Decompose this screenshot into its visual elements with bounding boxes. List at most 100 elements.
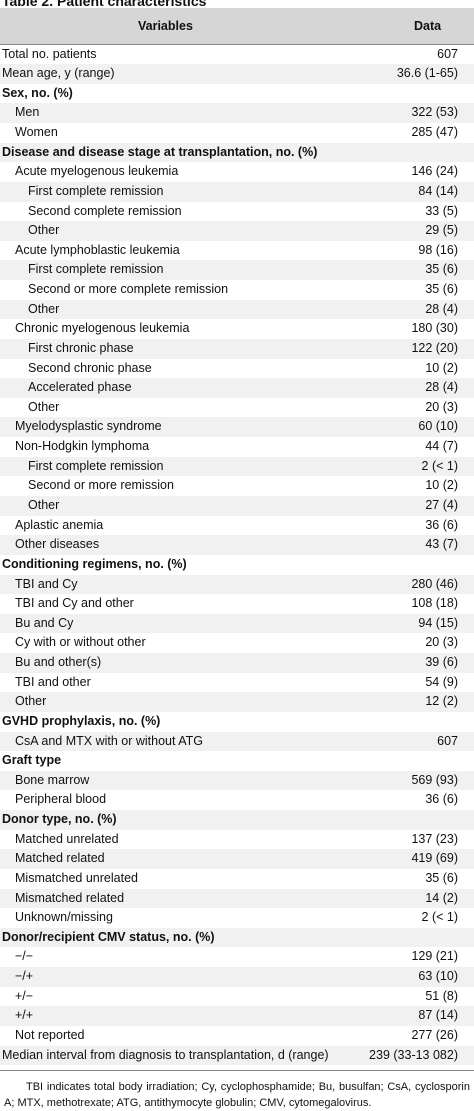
row-label: Matched related [15, 851, 105, 866]
row-data: 14 (2) [425, 890, 458, 905]
row-label: −/+ [15, 969, 34, 984]
row-label: CsA and MTX with or without ATG [15, 733, 204, 748]
row-data: 285 (47) [411, 125, 458, 140]
row-label: Sex, no. (%) [2, 85, 73, 100]
table-row: CsA and MTX with or without ATG 607 [0, 731, 474, 752]
row-label: Acute lymphoblastic leukemia [15, 242, 180, 257]
row-label: Disease and disease stage at transplanta… [2, 144, 318, 159]
row-label: Women [15, 125, 58, 140]
row-label: Accelerated phase [28, 380, 132, 395]
row-label: Conditioning regimens, no. (%) [2, 556, 187, 571]
table-row: Other 27 (4) [0, 495, 474, 516]
row-label: Acute myelogenous leukemia [15, 164, 179, 179]
table-row: Bu and Cy 94 (15) [0, 613, 474, 634]
table-header: Variables Data [0, 8, 474, 45]
row-label: Unknown/missing [15, 910, 113, 925]
row-label: Other diseases [15, 537, 100, 552]
row-label: Other [28, 399, 60, 414]
row-data: 10 (2) [425, 360, 458, 375]
row-label: Other [28, 497, 60, 512]
row-label: GVHD prophylaxis, no. (%) [2, 713, 161, 728]
table-row: TBI and Cy and other 108 (18) [0, 594, 474, 614]
row-label: Mean age, y (range) [2, 66, 115, 81]
table-row: Total no. patients 607 [0, 45, 474, 65]
footnote: TBI indicates total body irradiation; Cy… [0, 1070, 474, 1111]
row-label: −/− [15, 949, 34, 964]
table-row: Conditioning regimens, no. (%) [0, 555, 474, 575]
row-label: Second or more remission [28, 478, 174, 493]
row-data: 87 (14) [418, 1008, 458, 1023]
table-row: Peripheral blood 36 (6) [0, 790, 474, 810]
table-row: Other diseases 43 (7) [0, 535, 474, 555]
table-row: Donor/recipient CMV status, no. (%) [0, 927, 474, 948]
table-row: Cy with or without other 20 (3) [0, 633, 474, 653]
table-row: Acute lymphoblastic leukemia 98 (16) [0, 241, 474, 261]
table-row: Mismatched related 14 (2) [0, 888, 474, 909]
row-label: Total no. patients [2, 46, 97, 61]
table-row: +/+ 87 (14) [0, 1006, 474, 1026]
row-label: TBI and other [15, 674, 91, 689]
header-cell: Data [414, 19, 442, 33]
row-data: 94 (15) [418, 615, 458, 630]
row-label: Cy with or without other [15, 635, 146, 650]
row-data: 146 (24) [411, 164, 458, 179]
row-data: 607 [437, 733, 458, 748]
table-row: Chronic myelogenous leukemia 180 (30) [0, 319, 474, 339]
row-data: 20 (3) [425, 399, 458, 414]
table-row: Second or more complete remission 35 (6) [0, 280, 474, 300]
row-data: 239 (33-13 082) [369, 1047, 458, 1062]
row-label: First chronic phase [28, 340, 134, 355]
row-data: 419 (69) [411, 851, 458, 866]
row-label: Aplastic anemia [15, 517, 104, 532]
row-label: Other [15, 694, 47, 709]
table-row: First complete remission 84 (14) [0, 181, 474, 202]
row-data: 36 (6) [425, 792, 458, 807]
table-row: Other 20 (3) [0, 398, 474, 418]
row-data: 122 (20) [411, 340, 458, 355]
row-data: 36 (6) [425, 517, 458, 532]
table-row: TBI and Cy 280 (46) [0, 574, 474, 595]
table-row: Disease and disease stage at transplanta… [0, 142, 474, 163]
table-row: GVHD prophylaxis, no. (%) [0, 712, 474, 732]
row-data: 12 (2) [425, 694, 458, 709]
row-label: Donor/recipient CMV status, no. (%) [2, 929, 215, 944]
table-row: Other 28 (4) [0, 299, 474, 320]
row-label: Peripheral blood [15, 792, 107, 807]
table-row: Second complete remission 33 (5) [0, 202, 474, 222]
row-label: Not reported [15, 1028, 85, 1042]
row-label: Bu and Cy [15, 615, 74, 630]
row-data: 10 (2) [425, 478, 458, 493]
row-label: TBI and Cy [15, 576, 78, 591]
row-label: Median interval from diagnosis to transp… [2, 1047, 329, 1062]
row-label: Second or more complete remission [28, 282, 229, 297]
row-label: Donor type, no. (%) [2, 812, 117, 827]
row-data: 280 (46) [411, 576, 458, 591]
row-data: 98 (16) [418, 242, 458, 257]
row-label: First complete remission [28, 458, 164, 473]
table-row: Unknown/missing 2 (< 1) [0, 908, 474, 928]
table-row: Graft type [0, 751, 474, 771]
table-row: Other 12 (2) [0, 692, 474, 712]
table-row: Second chronic phase 10 (2) [0, 359, 474, 379]
table-row: Other 29 (5) [0, 221, 474, 241]
row-data: 84 (14) [418, 183, 458, 198]
table-row: Second or more remission 10 (2) [0, 476, 474, 496]
row-data: 44 (7) [425, 439, 458, 454]
row-label: Matched unrelated [15, 831, 119, 846]
table-row: Mean age, y (range) 36.6 (1-65) [0, 64, 474, 84]
table-row: −/− 129 (21) [0, 947, 474, 967]
row-data: 63 (10) [418, 969, 458, 984]
row-data: 51 (8) [425, 988, 458, 1003]
table-row: First chronic phase 122 (20) [0, 338, 474, 359]
row-data: 39 (6) [425, 655, 458, 670]
table-row: First complete remission 35 (6) [0, 260, 474, 281]
table-row: −/+ 63 (10) [0, 967, 474, 987]
table-row: Donor type, no. (%) [0, 810, 474, 830]
row-label: Second complete remission [28, 203, 182, 218]
table-row: Matched unrelated 137 (23) [0, 830, 474, 850]
row-data: 180 (30) [411, 321, 458, 336]
row-label: Chronic myelogenous leukemia [15, 321, 190, 336]
row-data: 20 (3) [425, 635, 458, 650]
table-row: Mismatched unrelated 35 (6) [0, 869, 474, 889]
row-label: First complete remission [28, 183, 164, 198]
